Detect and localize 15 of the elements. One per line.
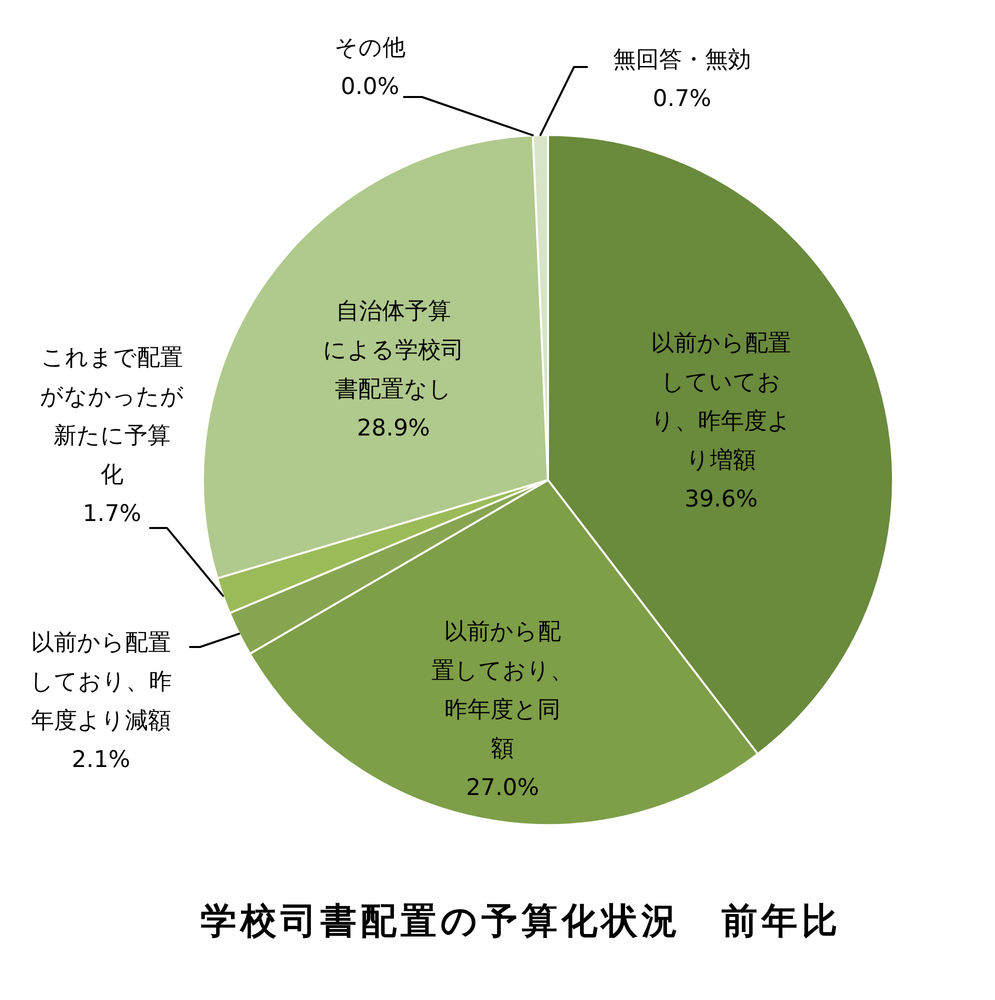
text: 0.0% <box>340 74 400 100</box>
data-label: 2.1% <box>72 747 130 773</box>
data-label: 27.0% <box>466 775 540 802</box>
slice-label: これまで配置がなかったが新たに予算化 <box>40 345 184 488</box>
slice-label: 以前から配置しており、昨年度より減額 <box>30 630 172 734</box>
data-label: 28.9% <box>356 415 430 442</box>
data-label: 1.7% <box>82 501 142 527</box>
slice-label: 自治体予算による学校司書配置なし <box>322 298 464 402</box>
category-label: その他 <box>334 35 406 61</box>
data-label: 0.7% <box>652 86 712 112</box>
slice-label: 以前から配置していており、昨年度より増額 <box>651 330 792 474</box>
slice-label: 無回答・無効 <box>613 47 751 73</box>
data-label: 39.6% <box>684 486 758 512</box>
slice-label: 以前から配置しており、昨年度と同額 <box>432 619 574 762</box>
text: 学校司書配置の予算化状況 前年比 <box>200 901 842 942</box>
